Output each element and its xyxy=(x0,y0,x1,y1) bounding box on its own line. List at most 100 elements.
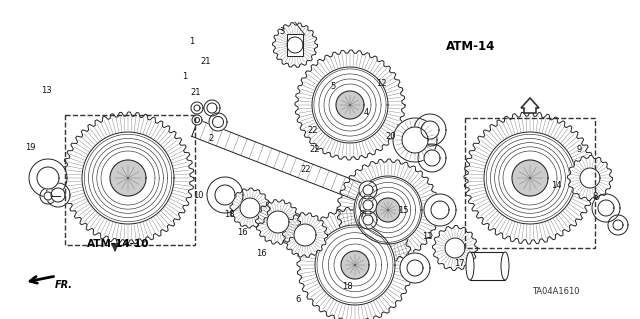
Polygon shape xyxy=(613,220,623,230)
Text: 7: 7 xyxy=(360,210,365,219)
Polygon shape xyxy=(598,200,614,216)
Bar xyxy=(470,252,505,280)
Bar xyxy=(465,118,595,248)
Polygon shape xyxy=(315,225,395,305)
Polygon shape xyxy=(407,260,423,276)
Text: 21: 21 xyxy=(201,57,211,66)
Polygon shape xyxy=(363,200,373,210)
Polygon shape xyxy=(287,37,303,53)
Text: 9: 9 xyxy=(577,145,582,154)
Polygon shape xyxy=(421,121,439,139)
Ellipse shape xyxy=(466,252,474,280)
Text: 5: 5 xyxy=(330,82,335,91)
Polygon shape xyxy=(282,212,328,257)
Polygon shape xyxy=(44,192,52,200)
Polygon shape xyxy=(192,120,378,206)
Polygon shape xyxy=(230,188,270,228)
Polygon shape xyxy=(354,176,422,244)
Polygon shape xyxy=(207,177,243,213)
Text: 12: 12 xyxy=(376,79,387,88)
Polygon shape xyxy=(363,185,373,195)
Polygon shape xyxy=(29,159,67,197)
Polygon shape xyxy=(512,160,548,196)
Polygon shape xyxy=(400,253,430,283)
Polygon shape xyxy=(46,183,70,207)
Bar xyxy=(287,34,303,56)
Ellipse shape xyxy=(501,252,509,280)
Polygon shape xyxy=(393,118,437,162)
Polygon shape xyxy=(359,181,377,199)
Polygon shape xyxy=(312,67,388,143)
Polygon shape xyxy=(424,194,456,226)
Polygon shape xyxy=(376,198,400,222)
Text: TA04A1610: TA04A1610 xyxy=(532,287,579,296)
Polygon shape xyxy=(194,105,200,111)
Polygon shape xyxy=(592,194,620,222)
Text: 17: 17 xyxy=(454,259,465,268)
Polygon shape xyxy=(110,160,146,196)
Polygon shape xyxy=(414,114,446,146)
Text: 16: 16 xyxy=(256,249,266,258)
Text: 15: 15 xyxy=(398,206,408,215)
Polygon shape xyxy=(359,196,377,214)
Polygon shape xyxy=(215,185,235,205)
Polygon shape xyxy=(82,132,174,224)
Text: 21: 21 xyxy=(190,88,200,97)
Text: 16: 16 xyxy=(237,228,247,237)
Bar xyxy=(65,115,195,245)
Text: 22: 22 xyxy=(301,165,311,174)
Polygon shape xyxy=(295,50,405,160)
Polygon shape xyxy=(195,117,200,122)
Polygon shape xyxy=(433,226,477,271)
Polygon shape xyxy=(418,144,446,172)
Polygon shape xyxy=(62,112,194,244)
Polygon shape xyxy=(204,100,220,116)
Text: 3: 3 xyxy=(279,27,284,36)
Text: 22: 22 xyxy=(307,126,317,135)
Text: 11: 11 xyxy=(422,232,433,241)
Text: 8: 8 xyxy=(593,192,598,201)
Polygon shape xyxy=(359,211,377,229)
Polygon shape xyxy=(40,188,56,204)
Text: 19: 19 xyxy=(26,143,36,152)
Polygon shape xyxy=(445,238,465,258)
Polygon shape xyxy=(207,103,217,113)
Polygon shape xyxy=(337,159,439,261)
Polygon shape xyxy=(209,113,227,131)
Polygon shape xyxy=(484,132,576,224)
Polygon shape xyxy=(608,215,628,235)
Polygon shape xyxy=(336,91,364,119)
Polygon shape xyxy=(431,201,449,219)
Polygon shape xyxy=(212,116,223,128)
Polygon shape xyxy=(192,115,202,125)
Polygon shape xyxy=(273,23,317,67)
Polygon shape xyxy=(51,188,65,202)
Polygon shape xyxy=(580,168,600,188)
FancyArrow shape xyxy=(521,98,539,113)
Polygon shape xyxy=(568,155,612,201)
Polygon shape xyxy=(402,127,428,153)
Text: 4: 4 xyxy=(364,108,369,117)
Polygon shape xyxy=(294,224,316,246)
Text: 2: 2 xyxy=(209,134,214,143)
Text: 1: 1 xyxy=(182,72,187,81)
Text: 18: 18 xyxy=(224,210,234,219)
Text: 13: 13 xyxy=(41,86,51,95)
Polygon shape xyxy=(240,198,260,218)
Text: 1: 1 xyxy=(189,37,195,46)
Text: FR.: FR. xyxy=(54,279,72,290)
Text: 6: 6 xyxy=(295,295,300,304)
Polygon shape xyxy=(341,251,369,279)
Text: 18: 18 xyxy=(342,282,353,291)
Text: ATM-14: ATM-14 xyxy=(445,40,495,53)
Polygon shape xyxy=(363,215,373,225)
Text: 20: 20 xyxy=(385,132,396,141)
Text: 22: 22 xyxy=(310,145,320,154)
Polygon shape xyxy=(464,112,596,244)
Polygon shape xyxy=(281,34,309,56)
Text: ATM-14-10: ATM-14-10 xyxy=(87,239,150,249)
Polygon shape xyxy=(424,150,440,166)
Text: 10: 10 xyxy=(193,191,204,200)
Text: 14: 14 xyxy=(552,181,562,189)
Polygon shape xyxy=(191,102,203,114)
